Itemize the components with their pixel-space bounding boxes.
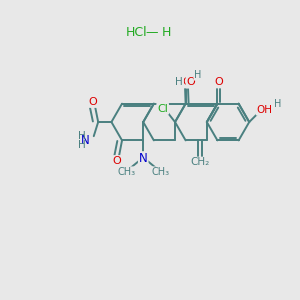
Text: H: H: [194, 70, 202, 80]
Text: O: O: [182, 77, 191, 88]
Text: O: O: [112, 156, 121, 166]
Text: O: O: [214, 77, 223, 88]
Text: N: N: [139, 152, 148, 165]
Text: H: H: [161, 26, 171, 39]
Text: CH₃: CH₃: [117, 167, 135, 177]
Text: CH₂: CH₂: [190, 158, 209, 167]
Text: Cl: Cl: [157, 104, 168, 114]
Text: —: —: [145, 26, 158, 39]
Text: N: N: [81, 134, 90, 147]
Text: O: O: [187, 77, 195, 88]
Text: CH₃: CH₃: [151, 167, 169, 177]
Text: HCl: HCl: [126, 26, 148, 39]
Text: OH: OH: [256, 105, 272, 115]
Text: O: O: [88, 97, 97, 107]
Text: H: H: [78, 140, 86, 150]
Text: H: H: [78, 131, 86, 141]
Text: H: H: [175, 77, 183, 88]
Text: H: H: [274, 99, 281, 110]
